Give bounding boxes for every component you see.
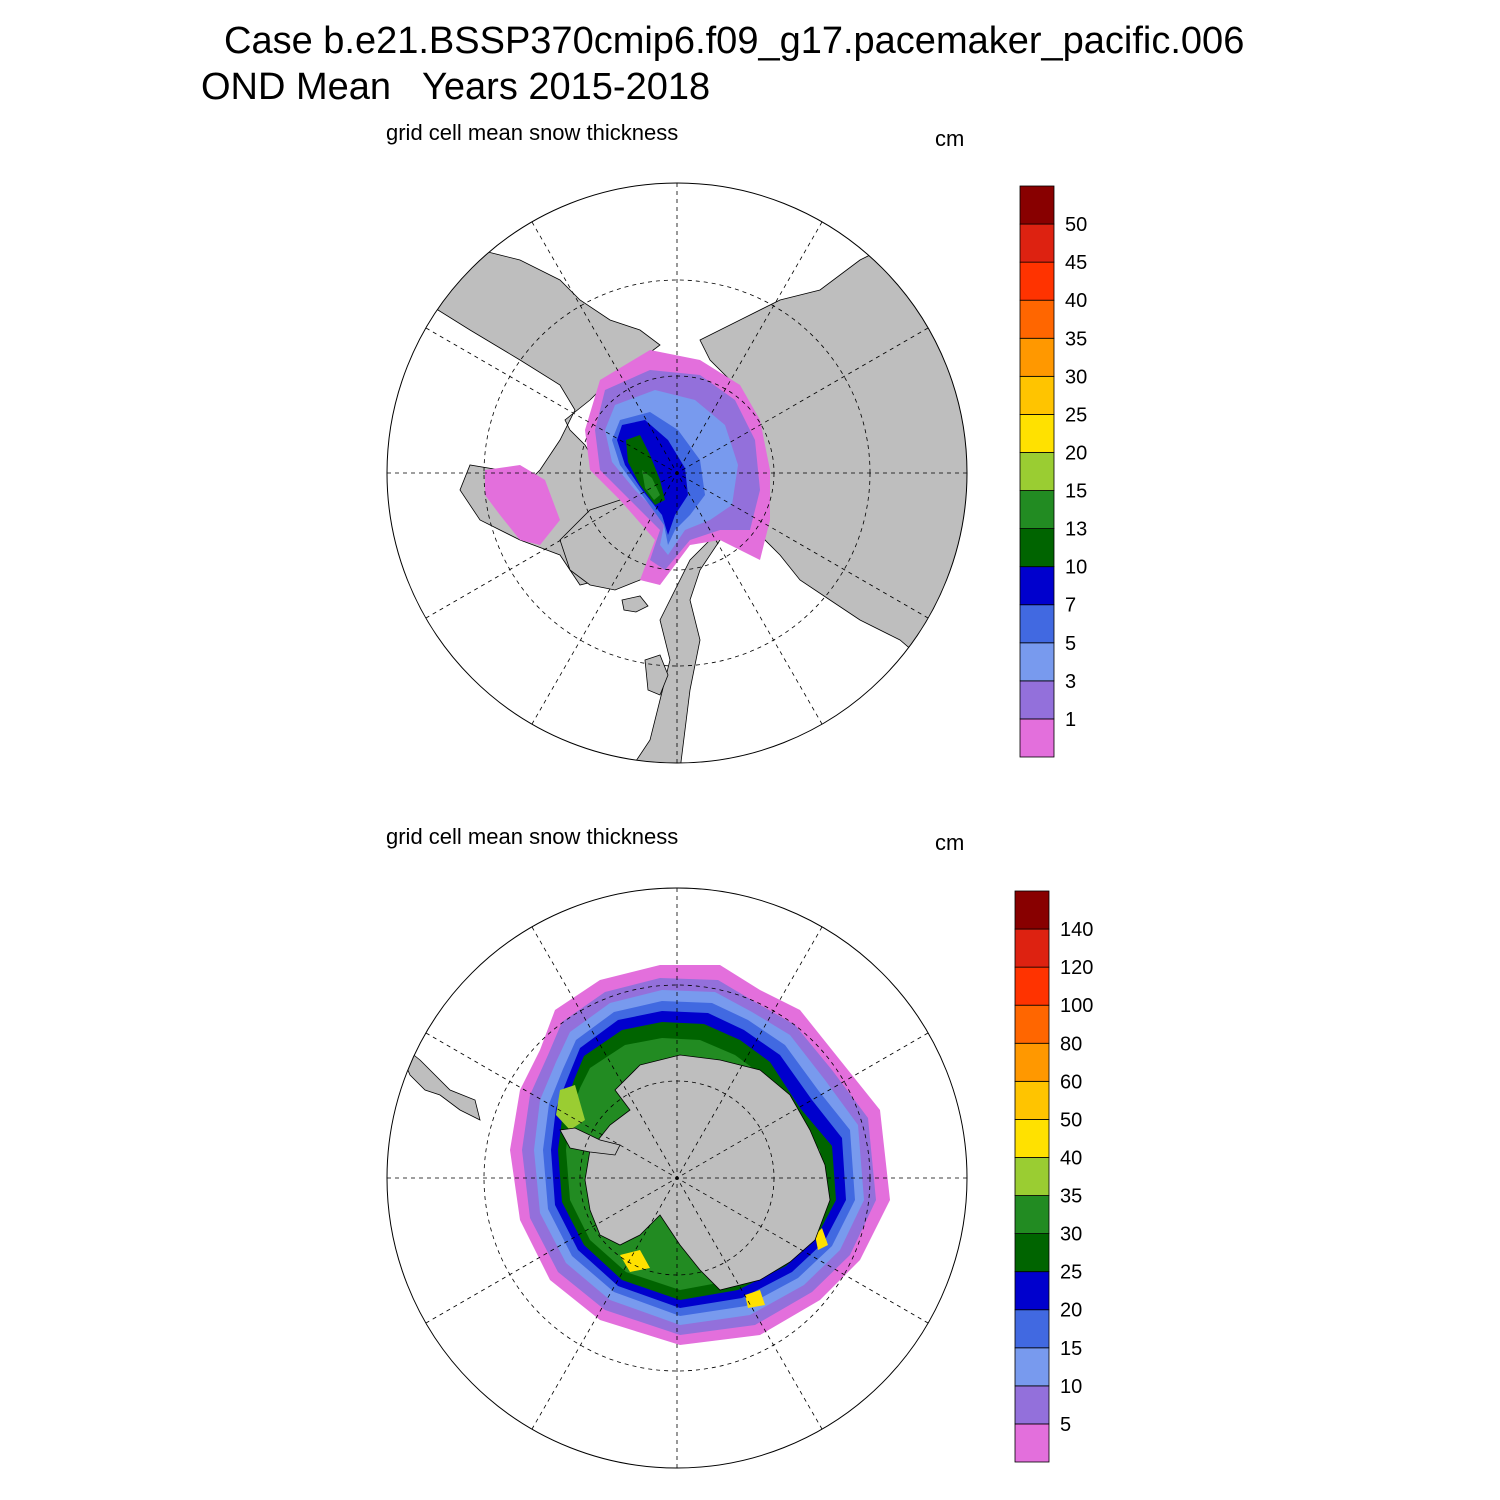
north-units-label: cm [935,126,965,151]
south-colorbar-label-11: 100 [1060,995,1093,1017]
south-colorbar-box-0 [1014,1423,1050,1463]
south-colorbar-box-12 [1014,966,1050,1006]
north-map-content [387,239,967,763]
south-colorbar-box-1 [1014,1385,1050,1425]
south-colorbar-box-2 [1014,1347,1050,1387]
north-colorbar-box-1 [1019,680,1055,720]
south-colorbar-box-13 [1014,928,1050,968]
north-snow-13-15 [642,470,660,500]
north-colorbar-box-8 [1019,413,1055,453]
north-colorbar-label-5: 13 [1065,519,1087,541]
south-colorbar-box-3 [1014,1309,1050,1349]
south-colorbar-box-5 [1014,1233,1050,1273]
north-colorbar-box-14 [1019,185,1055,225]
south-colorbar-label-2: 15 [1060,1338,1082,1360]
north-graticule [387,183,967,763]
south-panel-title: grid cell mean snow thickness [386,824,679,849]
south-colorbar-box-6 [1014,1195,1050,1234]
north-colorbar-label-2: 5 [1065,633,1076,655]
north-colorbar-box-10 [1019,337,1055,377]
north-land-iceland [621,595,649,613]
south-colorbar-box-11 [1014,1004,1050,1044]
north-colorbar-label-6: 15 [1065,481,1087,503]
south-colorbar-box-8 [1014,1119,1050,1158]
north-colorbar-label-3: 7 [1065,595,1076,617]
north-colorbar-label-9: 30 [1065,366,1087,388]
south-snow-35-40 [556,1085,585,1130]
north-snow-hudson [485,465,560,545]
figure-title-line-2: OND Mean Years 2015-2018 [201,66,711,108]
south-colorbar: 5 10 15 20 25 30 35 40 50 60 80 100 120 140 [1014,890,1093,1463]
south-colorbar-box-14 [1014,890,1050,930]
north-panel-title: grid cell mean snow thickness [386,120,679,145]
north-colorbar-box-5 [1019,528,1055,568]
south-land-south-america [394,1039,481,1121]
north-polar-map [386,182,968,764]
north-map-border [386,182,968,764]
north-colorbar-box-13 [1019,223,1055,263]
south-colorbar-label-7: 40 [1060,1147,1082,1169]
north-colorbar-label-12: 45 [1065,252,1087,274]
figure-title-line-1: Case b.e21.BSSP370cmip6.f09_g17.pacemake… [224,20,1245,62]
south-colorbar-label-1: 10 [1060,1376,1082,1398]
north-colorbar-box-7 [1019,452,1055,491]
north-colorbar-label-7: 20 [1065,442,1087,464]
south-colorbar-box-10 [1014,1042,1050,1082]
north-colorbar-box-12 [1019,261,1055,301]
south-colorbar-label-8: 50 [1060,1109,1082,1131]
south-colorbar-label-6: 35 [1060,1186,1082,1208]
south-colorbar-label-0: 5 [1060,1414,1071,1436]
north-colorbar-box-4 [1019,566,1055,606]
north-colorbar-box-6 [1019,490,1055,529]
south-colorbar-label-5: 30 [1060,1224,1082,1246]
north-colorbar-label-0: 1 [1065,709,1076,731]
north-colorbar-box-3 [1019,604,1055,644]
south-colorbar-label-10: 80 [1060,1033,1082,1055]
south-colorbar-label-3: 20 [1060,1300,1082,1322]
north-colorbar-label-11: 40 [1065,290,1087,312]
north-colorbar-label-8: 25 [1065,404,1087,426]
south-colorbar-label-4: 25 [1060,1262,1082,1284]
north-land-britain [644,654,669,696]
north-colorbar-label-1: 3 [1065,671,1076,693]
south-polar-map [386,887,968,1469]
south-units-label: cm [935,830,965,855]
south-colorbar-label-13: 140 [1060,919,1093,941]
south-map-content [394,965,890,1345]
south-graticule [387,888,967,1468]
south-colorbar-box-4 [1014,1271,1050,1311]
north-colorbar-label-13: 50 [1065,214,1087,236]
north-colorbar-label-10: 35 [1065,328,1087,350]
north-colorbar-box-11 [1019,299,1055,339]
south-colorbar-box-9 [1014,1080,1050,1120]
south-map-border [386,887,968,1469]
north-colorbar-box-0 [1019,718,1055,758]
south-colorbar-label-9: 60 [1060,1071,1082,1093]
south-colorbar-box-7 [1014,1157,1050,1196]
south-colorbar-label-12: 120 [1060,957,1093,979]
north-colorbar-box-9 [1019,375,1055,415]
south-land-peninsula [559,1127,621,1156]
north-colorbar-label-4: 10 [1065,557,1087,579]
north-colorbar-box-2 [1019,642,1055,682]
